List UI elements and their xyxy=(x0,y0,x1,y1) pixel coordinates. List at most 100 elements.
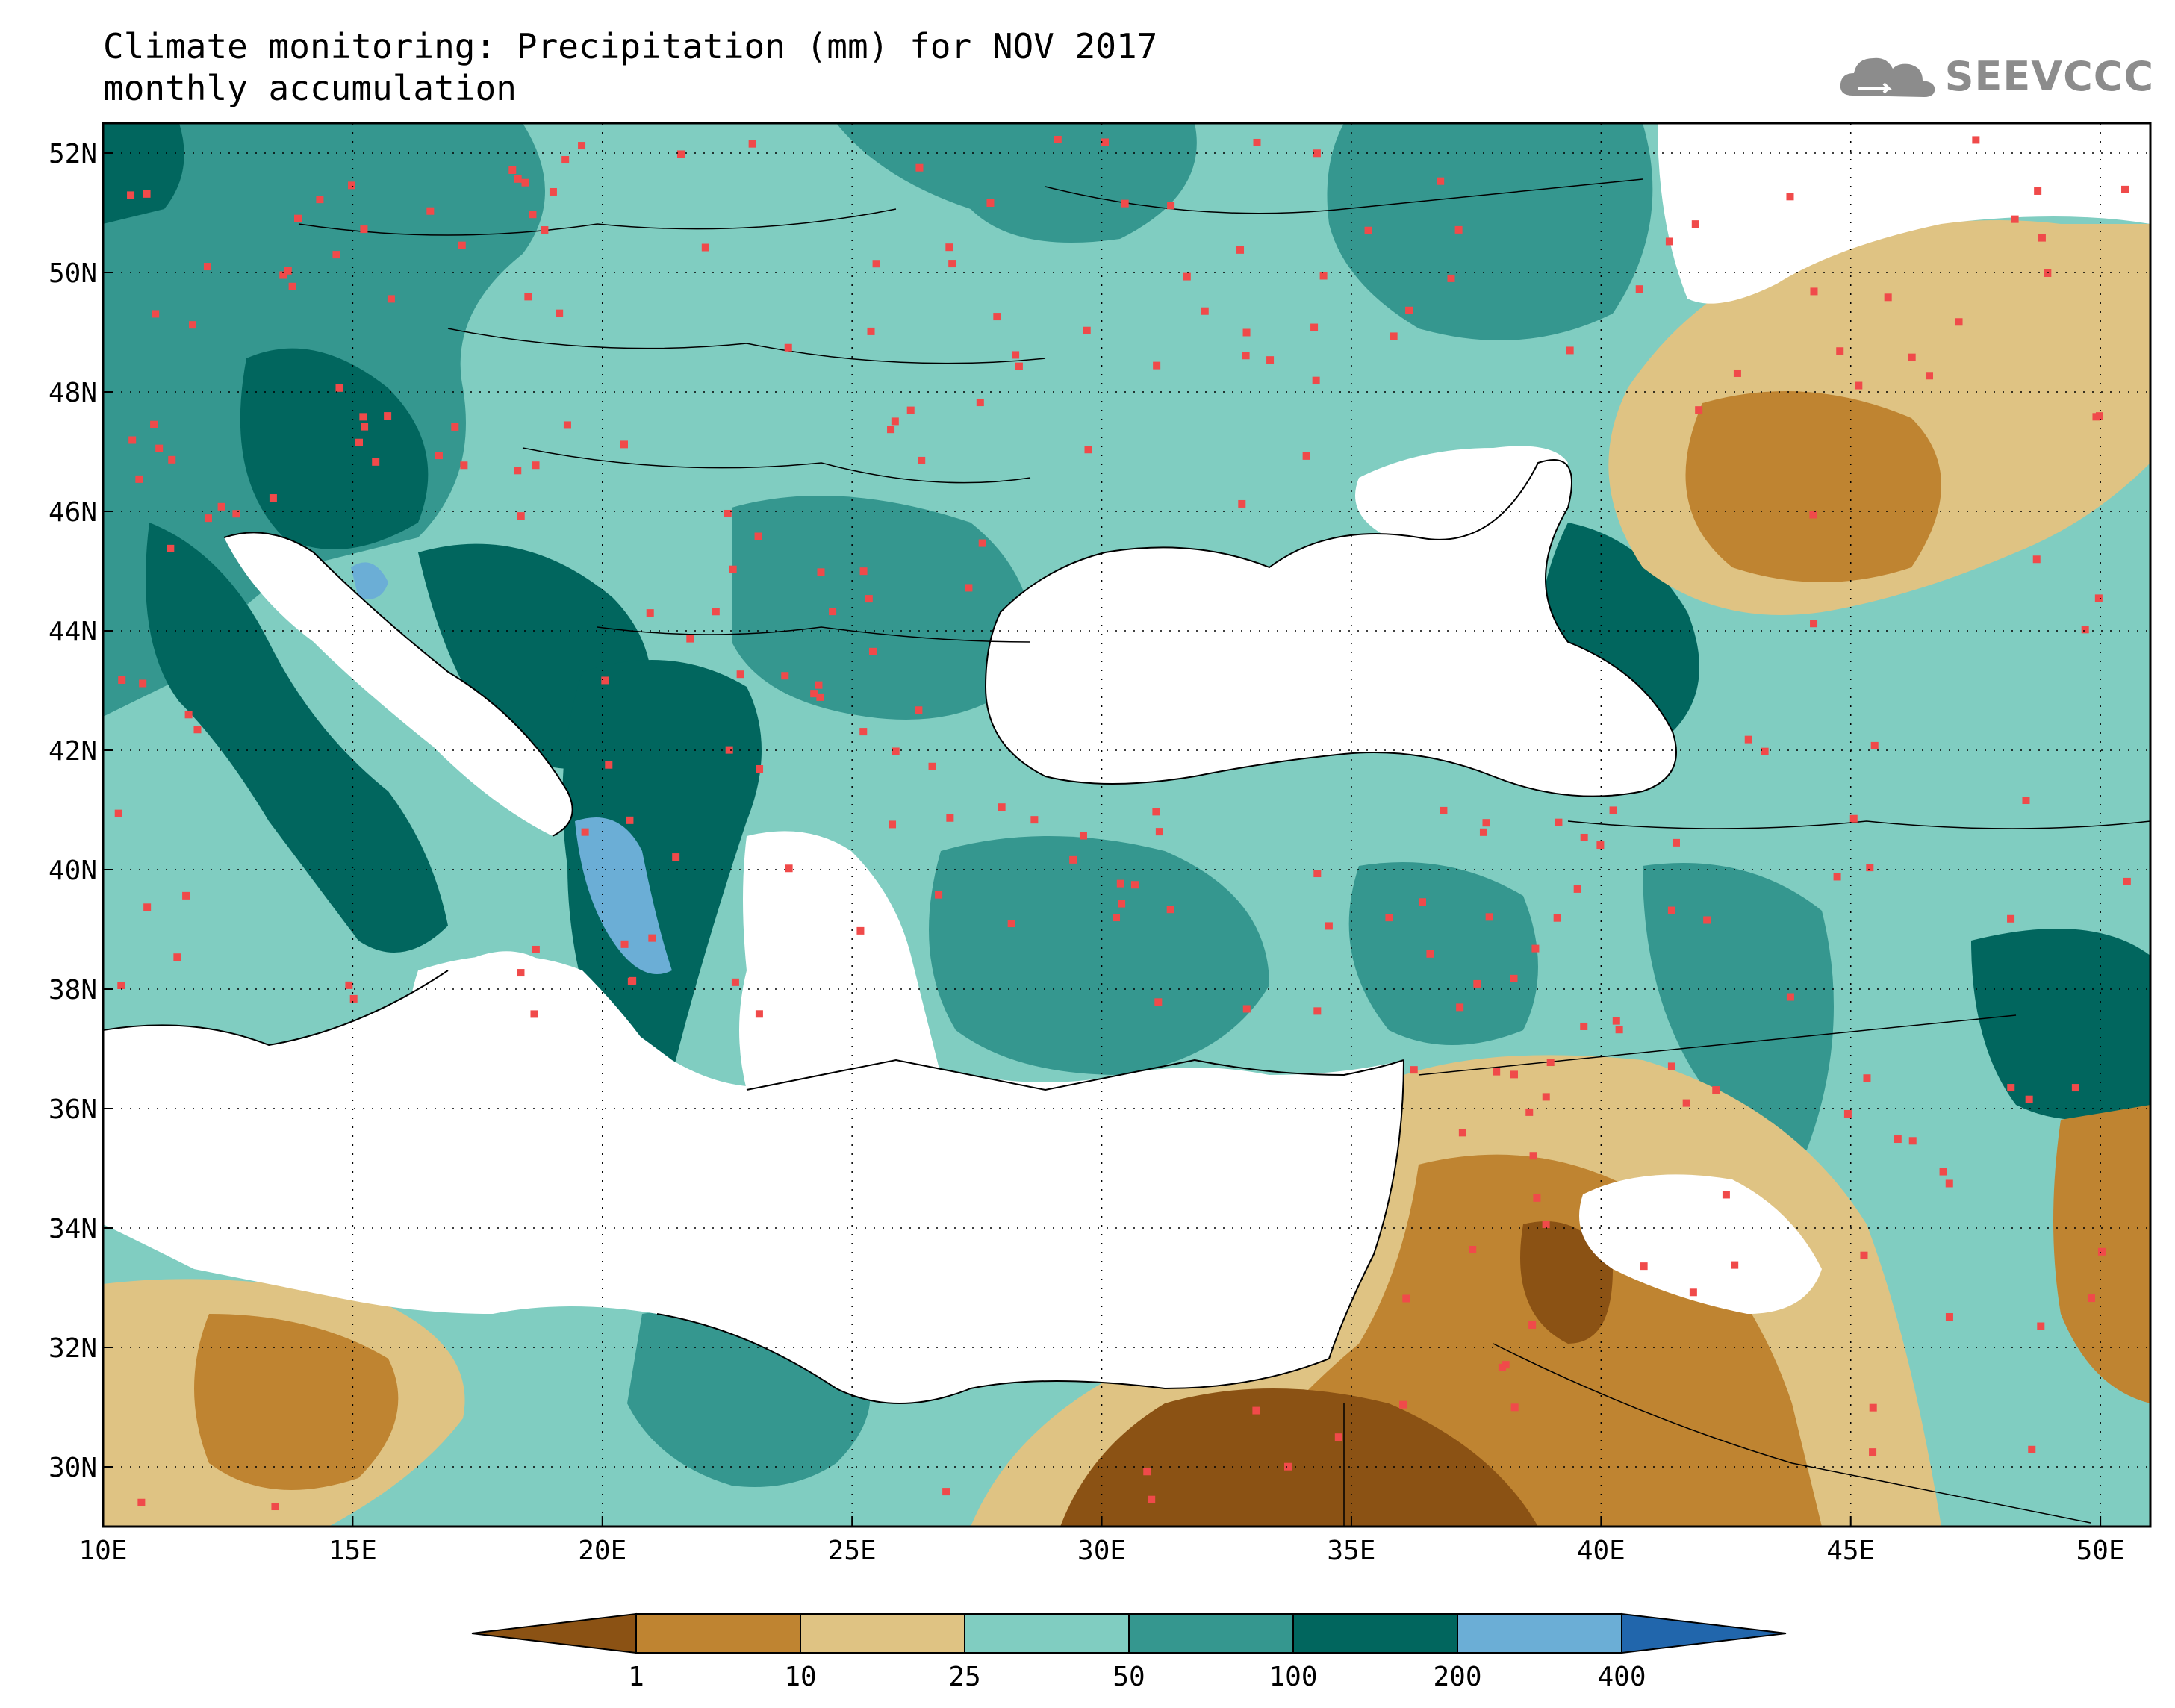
station-marker xyxy=(918,456,926,464)
station-marker xyxy=(1744,735,1752,744)
station-marker xyxy=(1510,974,1518,982)
station-marker xyxy=(948,260,956,268)
station-marker xyxy=(517,969,525,977)
station-marker xyxy=(1325,922,1333,930)
station-marker xyxy=(189,321,197,329)
station-marker xyxy=(2094,594,2103,602)
sea-adriatic xyxy=(224,532,573,836)
station-marker xyxy=(1458,1129,1466,1137)
station-marker xyxy=(1869,1403,1877,1412)
station-marker xyxy=(1529,1152,1537,1160)
station-marker xyxy=(1945,1179,1953,1188)
lon-tick-label: 10E xyxy=(78,1536,127,1566)
station-marker xyxy=(2087,1294,2095,1303)
lat-tick-label: 34N xyxy=(49,1214,97,1244)
lon-tick-label: 50E xyxy=(2076,1536,2125,1566)
field-alps-dark xyxy=(240,348,429,549)
station-marker xyxy=(942,1488,950,1496)
station-marker xyxy=(128,436,137,444)
station-marker xyxy=(359,413,367,421)
station-marker xyxy=(1894,1135,1902,1144)
station-marker xyxy=(517,512,525,520)
colorbar-segment xyxy=(635,1613,801,1654)
station-marker xyxy=(784,343,792,352)
station-marker xyxy=(829,608,837,616)
sea-aegean xyxy=(739,831,941,1090)
station-marker xyxy=(168,455,176,464)
station-marker xyxy=(1252,1406,1260,1415)
station-marker xyxy=(1615,1026,1623,1034)
station-marker xyxy=(532,945,540,953)
station-marker xyxy=(1580,1022,1588,1030)
station-marker xyxy=(348,181,356,190)
station-marker xyxy=(998,803,1006,811)
lon-tick-label: 45E xyxy=(1826,1536,1875,1566)
station-marker xyxy=(193,726,202,734)
station-marker xyxy=(152,310,160,318)
station-marker xyxy=(892,747,900,755)
station-marker xyxy=(1069,855,1077,864)
station-marker xyxy=(118,676,126,684)
axis-ticks: 10E 15E 20E 25E 30E 35E 40E 45E 50E 52N 50N 48N 46N 4… xyxy=(49,139,2125,1566)
lon-tick-label: 15E xyxy=(329,1536,377,1566)
station-marker xyxy=(1283,1462,1292,1471)
station-marker xyxy=(1482,819,1490,827)
station-marker xyxy=(1810,620,1818,628)
station-marker xyxy=(1155,828,1163,836)
station-marker xyxy=(889,820,897,829)
station-marker xyxy=(2123,877,2131,885)
colorbar-label: 10 xyxy=(784,1662,816,1692)
station-marker xyxy=(1689,1288,1697,1297)
station-marker xyxy=(384,412,392,420)
colorbar-segment xyxy=(800,1613,965,1654)
station-marker xyxy=(204,514,212,523)
station-marker xyxy=(451,423,459,431)
station-marker xyxy=(1531,944,1540,953)
station-marker xyxy=(232,510,240,518)
station-marker xyxy=(620,440,628,449)
station-marker xyxy=(1553,914,1561,922)
station-marker xyxy=(203,263,211,271)
station-marker xyxy=(755,1010,763,1018)
field-russia-medium xyxy=(1327,123,1653,340)
station-marker xyxy=(581,828,589,836)
station-marker xyxy=(1143,1468,1151,1476)
station-marker xyxy=(810,690,818,698)
station-marker xyxy=(1385,914,1393,922)
station-marker xyxy=(1116,879,1124,888)
station-marker xyxy=(155,444,164,452)
field-syria-driest xyxy=(1520,1221,1613,1344)
station-marker xyxy=(672,853,680,861)
station-marker xyxy=(1479,828,1487,836)
station-marker xyxy=(1015,362,1023,370)
station-markers xyxy=(114,135,2131,1511)
station-marker xyxy=(1201,307,1209,315)
station-marker xyxy=(1573,885,1581,893)
station-marker xyxy=(1908,353,1916,361)
station-marker xyxy=(986,199,995,207)
station-marker xyxy=(1007,920,1015,928)
station-marker xyxy=(1542,1220,1550,1228)
station-marker xyxy=(1665,237,1673,246)
station-marker xyxy=(1566,346,1574,355)
station-marker xyxy=(646,609,654,617)
station-marker xyxy=(1695,406,1703,414)
station-marker xyxy=(1672,838,1680,847)
station-marker xyxy=(1410,1066,1418,1074)
station-marker xyxy=(217,502,225,511)
station-marker xyxy=(859,567,868,576)
station-marker xyxy=(1485,913,1493,921)
station-marker xyxy=(1313,149,1321,158)
station-marker xyxy=(965,584,973,592)
lat-tick-label: 46N xyxy=(49,497,97,528)
nodata-north xyxy=(1658,123,2150,304)
station-marker xyxy=(729,565,737,573)
lat-tick-label: 52N xyxy=(49,139,97,169)
colorbar-segment xyxy=(1128,1613,1294,1654)
country-borders xyxy=(298,178,2150,1527)
station-marker xyxy=(1054,135,1062,143)
station-marker xyxy=(1334,1433,1342,1441)
station-marker xyxy=(532,461,540,470)
field-turkey-west xyxy=(929,836,1269,1075)
station-marker xyxy=(993,313,1001,321)
